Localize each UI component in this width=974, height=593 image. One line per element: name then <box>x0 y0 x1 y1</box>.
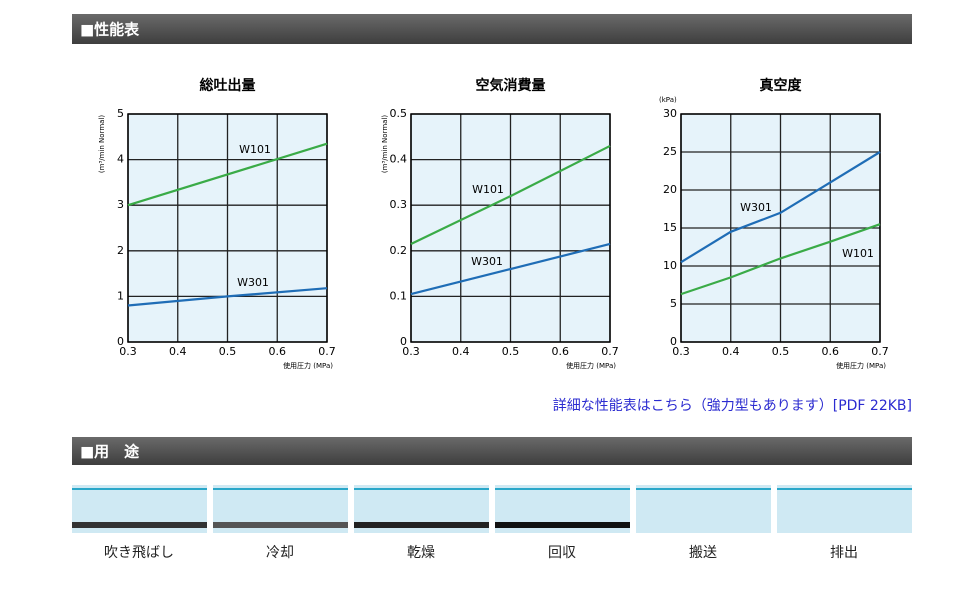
pdf-link[interactable]: 詳細な性能表はこちら（強力型もあります）[PDF 22KB] <box>553 398 912 414</box>
series-line <box>127 287 328 307</box>
y-tick-label: 0.4 <box>390 153 408 166</box>
x-tick-label: 0.5 <box>772 345 790 358</box>
y-tick-label: 0 <box>670 335 677 348</box>
y-tick-label: 10 <box>663 259 677 272</box>
y-tick-label: 0.1 <box>390 289 408 302</box>
use-icon-ground <box>72 522 207 528</box>
section-bar <box>72 437 912 465</box>
section-title: ■性能表 <box>80 21 140 39</box>
x-tick-label: 0.3 <box>119 345 137 358</box>
x-tick-label: 0.6 <box>552 345 570 358</box>
use-label: 回収 <box>548 545 576 561</box>
series-line <box>680 151 881 264</box>
y-axis-label: (kPa) <box>659 96 677 104</box>
series-line <box>410 242 611 296</box>
use-label: 搬送 <box>689 545 717 561</box>
x-axis-label: 使用圧力 (MPa) <box>283 361 333 370</box>
use-label: 乾燥 <box>407 545 435 561</box>
x-tick-label: 0.7 <box>871 345 889 358</box>
x-tick-label: 0.7 <box>318 345 336 358</box>
y-tick-label: 2 <box>117 244 124 257</box>
y-tick-label: 5 <box>670 297 677 310</box>
x-tick-label: 0.4 <box>722 345 740 358</box>
y-tick-label: 0.3 <box>390 198 408 211</box>
y-tick-label: 0 <box>117 335 124 348</box>
y-tick-label: 5 <box>117 107 124 120</box>
y-tick-label: 0.2 <box>390 244 408 257</box>
x-tick-label: 0.3 <box>672 345 690 358</box>
x-tick-label: 0.6 <box>822 345 840 358</box>
x-tick-label: 0.5 <box>219 345 237 358</box>
x-tick-label: 0.6 <box>269 345 287 358</box>
use-label: 排出 <box>830 545 858 561</box>
plot-border <box>410 113 611 343</box>
y-tick-label: 0.5 <box>390 107 408 120</box>
series-line <box>410 144 611 245</box>
series-label: W301 <box>740 201 772 214</box>
use-icon-ground <box>495 522 630 528</box>
series-line <box>127 142 328 207</box>
chart-title: 総吐出量 <box>200 77 256 94</box>
chart-title: 真空度 <box>760 77 803 94</box>
y-axis-label: (m³/min Normal) <box>98 115 106 173</box>
x-axis-label: 使用圧力 (MPa) <box>566 361 616 370</box>
y-tick-label: 20 <box>663 183 677 196</box>
y-tick-label: 1 <box>117 289 124 302</box>
y-tick-label: 30 <box>663 107 677 120</box>
use-icon-ground <box>777 522 912 528</box>
use-label: 冷却 <box>266 545 294 561</box>
y-tick-label: 0 <box>400 335 407 348</box>
y-tick-label: 15 <box>663 221 677 234</box>
y-tick-label: 25 <box>663 145 677 158</box>
section-bar <box>72 14 912 44</box>
chart-title: 空気消費量 <box>476 77 546 94</box>
use-icon-ground <box>213 522 348 528</box>
use-label: 吹き飛ばし <box>104 545 174 561</box>
plot-border <box>127 113 328 343</box>
use-icon-ground <box>636 522 771 528</box>
use-icon-ground <box>354 522 489 528</box>
x-tick-label: 0.4 <box>169 345 187 358</box>
series-label: W101 <box>472 183 504 196</box>
plot-border <box>680 113 881 343</box>
x-axis-label: 使用圧力 (MPa) <box>836 361 886 370</box>
y-tick-label: 3 <box>117 198 124 211</box>
section-title: ■用 途 <box>80 443 140 461</box>
series-label: W101 <box>239 143 271 156</box>
use-icons: 吹き飛ばし 冷却 乾燥 回収 搬送 排出 <box>72 485 912 561</box>
series-label: W301 <box>471 255 503 268</box>
series-line <box>680 223 881 296</box>
x-tick-label: 0.3 <box>402 345 420 358</box>
series-label: W301 <box>237 276 269 289</box>
series-label: W101 <box>842 247 874 260</box>
y-tick-label: 4 <box>117 153 124 166</box>
x-tick-label: 0.5 <box>502 345 520 358</box>
x-tick-label: 0.7 <box>601 345 619 358</box>
x-tick-label: 0.4 <box>452 345 470 358</box>
y-axis-label: (m³/min Normal) <box>381 115 389 173</box>
